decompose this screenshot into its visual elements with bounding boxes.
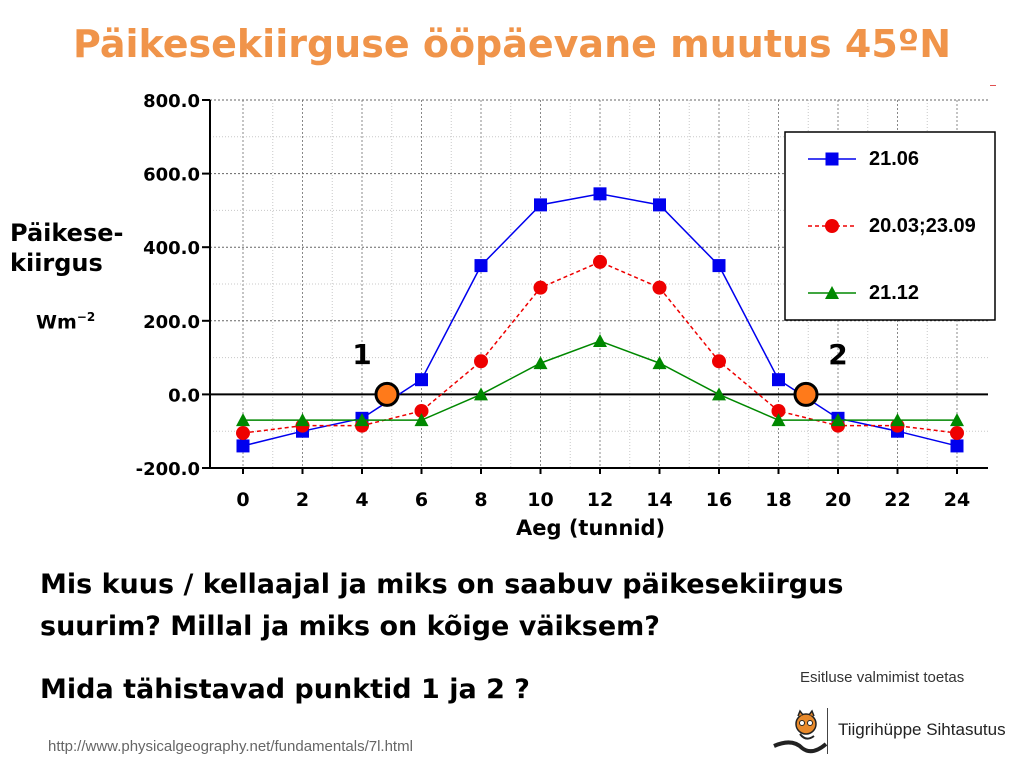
data-point — [712, 387, 726, 401]
data-point — [236, 426, 250, 441]
x-tick-label: 16 — [706, 489, 732, 511]
x-tick-label: 10 — [527, 489, 553, 511]
x-tick-label: 12 — [587, 489, 613, 511]
x-tick-label: 4 — [355, 489, 368, 511]
data-point — [771, 403, 786, 418]
data-point — [474, 259, 488, 273]
data-point — [474, 354, 488, 369]
data-point — [652, 356, 667, 370]
data-point — [653, 198, 666, 212]
data-point — [950, 413, 964, 427]
x-tick-label: 14 — [646, 489, 672, 511]
x-tick-label: 0 — [236, 489, 249, 511]
highlight-point-label: 2 — [828, 338, 847, 371]
x-tick-label: 24 — [944, 489, 970, 511]
y-tick-label: 600.0 — [143, 165, 200, 186]
y-tick-label: 0.0 — [168, 385, 200, 406]
y-axis-label-line2: kiirgus — [10, 249, 103, 277]
source-url: http://www.physicalgeography.net/fundame… — [48, 738, 413, 755]
tiger-logo-icon — [773, 709, 828, 754]
data-point — [712, 354, 726, 369]
data-point — [950, 426, 964, 441]
x-tick-label: 8 — [474, 489, 487, 511]
data-point — [533, 356, 548, 370]
data-point — [295, 413, 310, 427]
chart-legend: 21.06 20.03;23.09 21.12 — [784, 131, 996, 321]
decorative-mark — [990, 85, 996, 86]
sponsor-name: Tiigrihüppe Sihtasutus — [838, 720, 1006, 739]
data-point — [831, 413, 845, 427]
legend-marker — [825, 152, 839, 166]
data-point — [414, 413, 429, 427]
legend-marker — [825, 286, 839, 299]
y-axis-unit: Wm−2 — [36, 310, 95, 333]
data-point — [474, 387, 488, 401]
chart-series — [236, 187, 964, 453]
data-point — [355, 413, 369, 427]
legend-label: 21.12 — [869, 282, 919, 304]
data-point — [236, 439, 250, 453]
x-tick-label: 18 — [765, 489, 791, 511]
x-tick-label: 20 — [825, 489, 851, 511]
x-tick-label: 2 — [296, 489, 309, 511]
highlight-point-label: 1 — [352, 338, 371, 371]
logo-separator — [827, 708, 828, 754]
y-tick-label: 200.0 — [143, 312, 200, 333]
data-point — [712, 259, 726, 273]
data-point — [772, 373, 785, 387]
unit-exponent: −2 — [76, 310, 96, 324]
highlight-point-1 — [374, 381, 400, 407]
legend-label: 20.03;23.09 — [869, 215, 976, 237]
data-point — [771, 413, 786, 427]
legend-marker — [825, 219, 839, 233]
x-tick-label: 6 — [415, 489, 428, 511]
data-point — [415, 373, 428, 387]
question-text-1: Mis kuus / kellaajal ja miks on saabuv p… — [40, 569, 844, 642]
data-point — [534, 198, 547, 212]
x-axis-label: Aeg (tunnid) — [516, 516, 666, 540]
series-3 — [236, 334, 964, 427]
question-text-2: Mida tähistavad punktid 1 ja 2 ? — [40, 674, 530, 705]
data-point — [533, 280, 548, 295]
data-point — [236, 413, 250, 427]
credit-text: Esitluse valmimist toetas — [800, 669, 965, 686]
legend-label: 21.06 — [869, 148, 919, 170]
y-axis-label: Päikese- kiirgus — [10, 218, 123, 278]
data-point — [652, 280, 667, 295]
unit-base: Wm — [36, 311, 77, 334]
data-point — [593, 334, 607, 348]
highlight-point-2 — [793, 381, 819, 407]
data-point — [593, 254, 607, 269]
data-point — [890, 413, 905, 427]
page-title: Päikesekiirguse ööpäevane muutus 45ºN — [72, 22, 952, 66]
y-tick-label: -200.0 — [136, 459, 200, 480]
y-tick-label: 400.0 — [143, 238, 200, 259]
y-tick-label: 800.0 — [143, 91, 200, 112]
legend-box — [784, 131, 996, 321]
data-point — [593, 187, 607, 201]
y-axis-label-line1: Päikese- — [10, 219, 124, 247]
data-point — [414, 403, 429, 418]
x-tick-label: 22 — [884, 489, 910, 511]
data-point — [950, 439, 964, 453]
